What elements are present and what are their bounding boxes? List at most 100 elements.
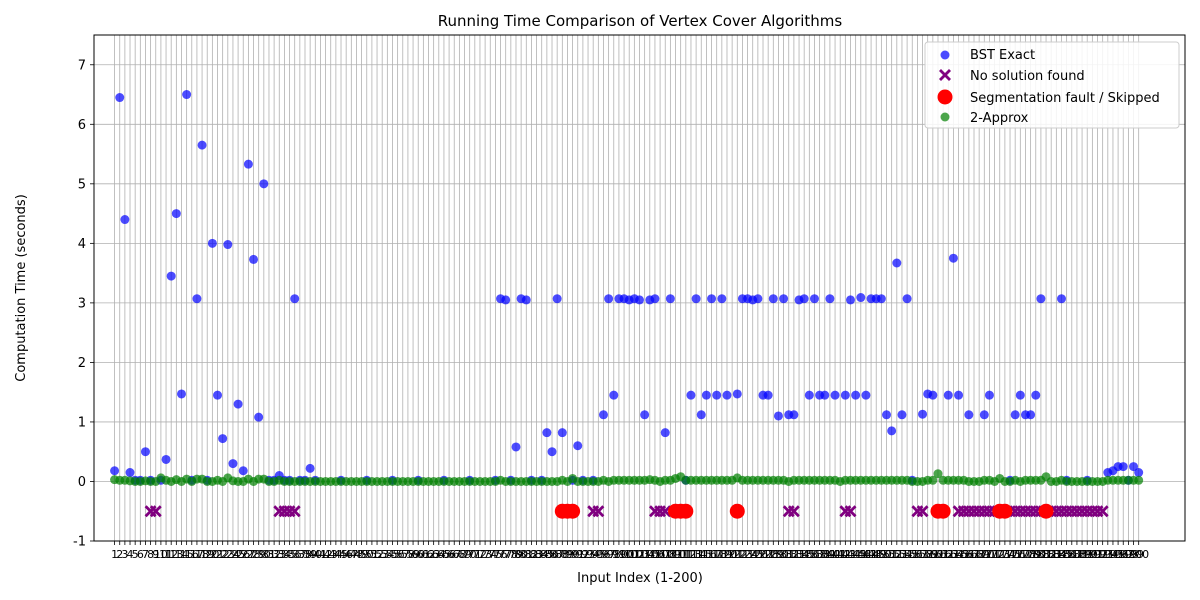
x-tick-label: 150 bbox=[871, 548, 892, 561]
x-tick-label: 185 bbox=[1051, 548, 1072, 561]
point-bst-exact bbox=[954, 390, 964, 400]
x-tick-label: 89 bbox=[560, 548, 574, 561]
x-tick-label: 21 bbox=[211, 548, 225, 561]
x-tick-label: 73 bbox=[478, 548, 492, 561]
x-tick-label: 60 bbox=[411, 548, 425, 561]
x-tick-label: 32 bbox=[267, 548, 281, 561]
point-bst-exact bbox=[650, 294, 660, 304]
x-tick-label: 173 bbox=[989, 548, 1010, 561]
point-bst-exact bbox=[542, 428, 552, 438]
point-bst-exact bbox=[773, 411, 783, 421]
x-tick-label: 65 bbox=[437, 548, 451, 561]
legend-label-approx: 2-Approx bbox=[970, 111, 1029, 126]
x-tick-label: 24 bbox=[226, 548, 240, 561]
legend-marker-segfault bbox=[937, 89, 953, 105]
x-tick-label: 16 bbox=[185, 548, 199, 561]
x-tick-label: 12 bbox=[164, 548, 178, 561]
point-bst-exact bbox=[851, 390, 861, 400]
point-bst-exact bbox=[609, 390, 619, 400]
point-bst-exact bbox=[876, 294, 886, 304]
point-segfault bbox=[1038, 503, 1054, 519]
x-tick-label: 127 bbox=[753, 548, 774, 561]
point-bst-exact bbox=[192, 294, 202, 304]
x-tick-label: 70 bbox=[463, 548, 477, 561]
x-tick-label: 61 bbox=[416, 548, 430, 561]
point-bst-exact bbox=[830, 390, 840, 400]
x-tick-label: 157 bbox=[907, 548, 928, 561]
x-tick-label: 196 bbox=[1108, 548, 1129, 561]
point-bst-exact bbox=[521, 295, 531, 305]
x-tick-label: 25 bbox=[231, 548, 245, 561]
point-2-approx bbox=[1134, 475, 1144, 485]
point-bst-exact bbox=[511, 442, 521, 452]
y-tick-label: 4 bbox=[78, 237, 86, 252]
x-tick-label: 82 bbox=[524, 548, 538, 561]
x-tick-label: 45 bbox=[334, 548, 348, 561]
point-bst-exact bbox=[964, 410, 974, 420]
x-tick-label: 47 bbox=[344, 548, 358, 561]
point-bst-exact bbox=[918, 409, 928, 419]
x-tick-label: 87 bbox=[550, 548, 564, 561]
x-tick-label: 146 bbox=[850, 548, 871, 561]
point-bst-exact bbox=[861, 390, 871, 400]
x-tick-label: 101 bbox=[619, 548, 640, 561]
x-tick-label: 139 bbox=[814, 548, 835, 561]
x-tick-label: 7 bbox=[142, 548, 149, 561]
point-2-approx bbox=[928, 475, 938, 485]
x-tick-label: 194 bbox=[1097, 548, 1118, 561]
x-tick-label: 26 bbox=[236, 548, 250, 561]
x-tick-label: 41 bbox=[313, 548, 327, 561]
y-tick-label: 1 bbox=[78, 415, 86, 430]
x-tick-label: 74 bbox=[483, 548, 497, 561]
y-tick-label: 0 bbox=[78, 475, 86, 490]
x-tick-label: 113 bbox=[680, 548, 701, 561]
point-bst-exact bbox=[115, 93, 125, 103]
point-bst-exact bbox=[707, 294, 717, 304]
point-bst-exact bbox=[243, 159, 253, 169]
point-bst-exact bbox=[712, 390, 722, 400]
x-tick-label: 103 bbox=[629, 548, 650, 561]
x-tick-label: 170 bbox=[974, 548, 995, 561]
x-tick-label: 19 bbox=[200, 548, 214, 561]
x-tick-label: 53 bbox=[375, 548, 389, 561]
point-bst-exact bbox=[598, 410, 608, 420]
x-tick-label: 18 bbox=[195, 548, 209, 561]
y-tick-label: 5 bbox=[78, 177, 86, 192]
x-tick-label: 46 bbox=[339, 548, 353, 561]
point-bst-exact bbox=[892, 258, 902, 268]
x-tick-label: 6 bbox=[137, 548, 144, 561]
point-no-solution bbox=[787, 505, 800, 518]
x-tick-label: 177 bbox=[1010, 548, 1031, 561]
point-bst-exact bbox=[1129, 462, 1139, 472]
point-bst-exact bbox=[722, 390, 732, 400]
y-tick-label: -1 bbox=[73, 535, 86, 550]
x-tick-label: 83 bbox=[530, 548, 544, 561]
point-bst-exact bbox=[218, 434, 228, 444]
x-tick-label: 9 bbox=[152, 548, 159, 561]
x-tick-label: 17 bbox=[190, 548, 204, 561]
x-tick-label: 178 bbox=[1015, 548, 1036, 561]
x-tick-label: 172 bbox=[984, 548, 1005, 561]
point-segfault bbox=[729, 503, 745, 519]
point-no-solution bbox=[1096, 505, 1109, 518]
x-tick-label: 174 bbox=[994, 548, 1015, 561]
x-tick-label: 96 bbox=[596, 548, 610, 561]
x-tick-label: 81 bbox=[519, 548, 533, 561]
x-tick-label: 39 bbox=[303, 548, 317, 561]
x-tick-label: 155 bbox=[897, 548, 918, 561]
point-bst-exact bbox=[166, 271, 176, 281]
x-tick-label: 51 bbox=[365, 548, 379, 561]
point-bst-exact bbox=[557, 428, 567, 438]
x-tick-label: 181 bbox=[1030, 548, 1051, 561]
x-tick-label: 163 bbox=[938, 548, 959, 561]
x-axis-ticks: 1234567891011121314151617181920212223242… bbox=[111, 541, 1149, 561]
x-tick-label: 128 bbox=[758, 548, 779, 561]
x-tick-label: 186 bbox=[1056, 548, 1077, 561]
x-tick-label: 68 bbox=[452, 548, 466, 561]
x-tick-label: 50 bbox=[360, 548, 374, 561]
point-bst-exact bbox=[897, 410, 907, 420]
point-bst-exact bbox=[197, 140, 207, 150]
x-tick-label: 126 bbox=[747, 548, 768, 561]
x-tick-label: 124 bbox=[737, 548, 758, 561]
x-tick-label: 72 bbox=[473, 548, 487, 561]
